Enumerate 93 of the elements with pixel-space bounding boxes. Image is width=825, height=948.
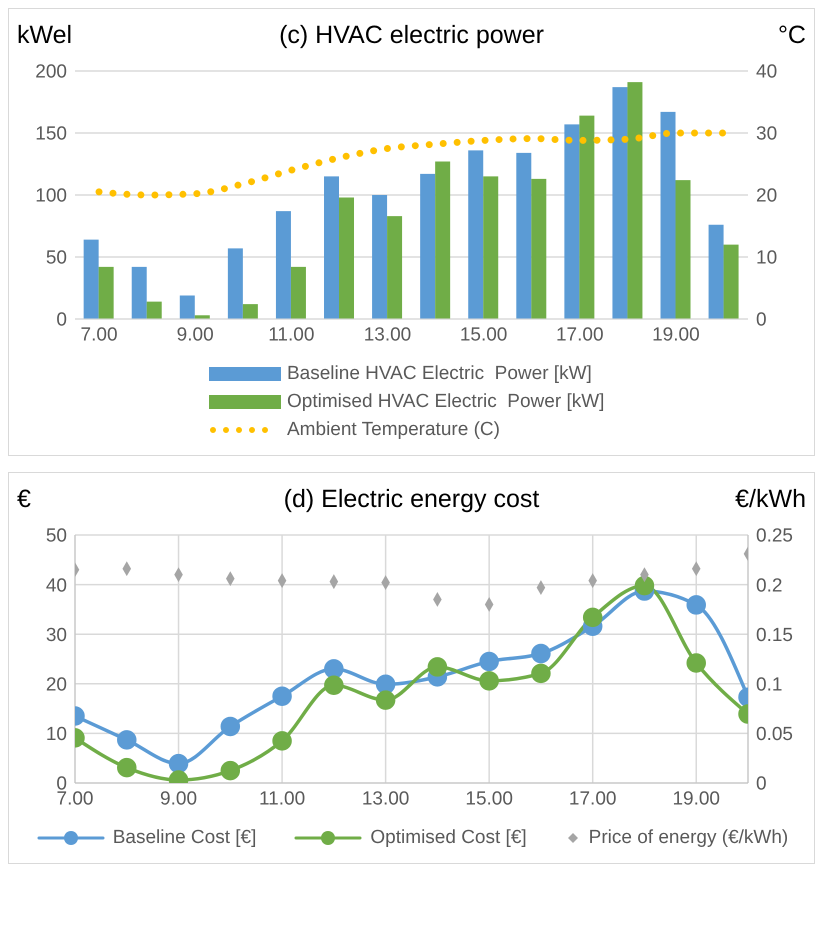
point	[376, 674, 396, 694]
bar	[228, 248, 243, 319]
point	[220, 760, 240, 780]
y-tick-label: 150	[35, 124, 67, 145]
x-tick-label: 19.00	[672, 788, 720, 810]
y-tick-label: 0	[56, 310, 67, 331]
y2-tick-label: 10	[756, 248, 778, 269]
point	[479, 671, 499, 691]
bar	[132, 266, 147, 319]
bar	[724, 244, 739, 319]
bar	[627, 82, 642, 319]
y-tick-label: 200	[35, 62, 67, 83]
y-tick-label: 100	[35, 186, 67, 207]
y2-tick-label: 0	[756, 310, 767, 331]
x-tick-label: 15.00	[465, 788, 513, 810]
bar	[324, 176, 340, 319]
point	[376, 690, 396, 710]
point	[634, 576, 654, 596]
bar	[242, 304, 258, 319]
point	[686, 653, 706, 673]
point	[272, 731, 292, 751]
point	[168, 754, 188, 774]
x-tick-label: 15.00	[460, 324, 508, 346]
point	[582, 608, 602, 628]
bar	[564, 124, 580, 319]
point	[428, 657, 448, 677]
y2-tick-label: 0.2	[756, 575, 782, 596]
y-tick-label: 20	[46, 674, 67, 696]
point	[686, 595, 706, 615]
bar	[435, 162, 450, 319]
y2-tick-label: 0	[756, 774, 767, 795]
point	[531, 664, 551, 684]
bar	[146, 302, 162, 319]
x-tick-label: 19.00	[652, 324, 700, 346]
chart-title: (c) HVAC electric power	[279, 21, 544, 49]
bar	[579, 116, 594, 319]
bar	[372, 195, 388, 319]
y2-tick-label: 40	[756, 62, 778, 83]
point	[272, 686, 292, 706]
x-tick-label: 13.00	[362, 788, 410, 810]
bar	[84, 240, 99, 319]
bar	[676, 180, 691, 319]
x-tick-label: 7.00	[80, 324, 118, 346]
y-axis-title: €	[17, 485, 31, 514]
x-tick-label: 13.00	[364, 324, 412, 346]
y2-tick-label: 30	[756, 124, 778, 145]
y-tick-label: 50	[46, 248, 67, 269]
y2-tick-label: 0.1	[756, 674, 782, 696]
bar	[276, 211, 291, 319]
legend-label: Baseline Cost [€]	[112, 827, 256, 849]
y2-axis-title: °C	[778, 21, 806, 50]
y-tick-label: 30	[46, 624, 67, 646]
x-tick-label: 17.00	[556, 324, 604, 346]
bar	[660, 112, 676, 319]
x-tick-label: 11.00	[259, 788, 306, 810]
legend-label: Baseline HVAC Electric Power [kW]	[287, 363, 592, 385]
legend-label: Optimised Cost [€]	[370, 827, 527, 849]
y-tick-label: 40	[46, 575, 67, 596]
y-axis-title: kWel	[17, 21, 72, 50]
y2-tick-label: 20	[756, 186, 778, 207]
bar	[387, 216, 402, 319]
x-tick-label: 9.00	[176, 324, 214, 346]
point	[117, 758, 137, 778]
x-tick-label: 11.00	[268, 324, 314, 346]
legend-label: Price of energy (€/kWh)	[588, 827, 788, 849]
point	[531, 644, 551, 664]
y2-tick-label: 0.15	[756, 624, 793, 646]
bar	[531, 178, 546, 319]
bar	[180, 295, 195, 319]
x-tick-label: 9.00	[160, 788, 198, 810]
bar	[708, 224, 724, 319]
point	[220, 716, 240, 736]
legend-label: Optimised HVAC Electric Power [kW]	[287, 391, 604, 413]
y2-axis-title: €/kWh	[735, 485, 806, 514]
bar	[516, 152, 532, 319]
legend-label: Ambient Temperature (C)	[287, 419, 500, 441]
bar	[339, 197, 354, 319]
bar	[420, 174, 436, 319]
y-tick-label: 10	[46, 724, 67, 746]
bar	[290, 266, 306, 319]
y-tick-label: 50	[46, 526, 67, 547]
x-tick-label: 17.00	[568, 788, 616, 810]
bar	[483, 176, 498, 319]
y2-tick-label: 0.25	[756, 526, 793, 547]
bar	[98, 266, 114, 319]
point	[117, 730, 137, 750]
chart-title: (d) Electric energy cost	[284, 485, 540, 513]
bar	[612, 87, 628, 319]
bar	[468, 150, 484, 319]
point	[479, 652, 499, 672]
y2-tick-label: 0.05	[756, 724, 793, 746]
point	[324, 676, 344, 696]
point	[324, 659, 344, 679]
